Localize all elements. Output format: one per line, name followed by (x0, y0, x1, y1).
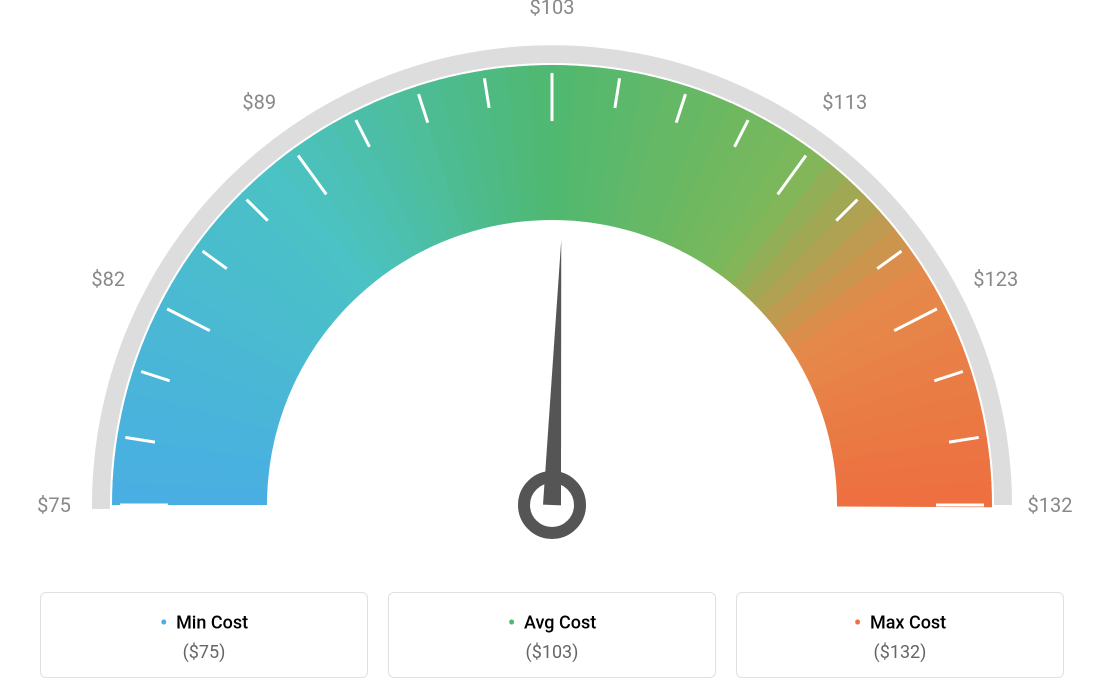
legend-avg-value: ($103) (401, 642, 703, 663)
bullet-icon: • (160, 611, 168, 636)
gauge-chart: $75 $82 $89 $103 $113 $123 $132 (0, 0, 1104, 560)
bullet-icon: • (854, 611, 862, 636)
gauge-tick-label: $123 (973, 267, 1018, 291)
gauge-tick-label: $132 (1028, 493, 1073, 517)
legend-avg-text: Avg Cost (524, 612, 596, 633)
legend-min-value: ($75) (53, 642, 355, 663)
gauge-tick-label: $82 (91, 267, 125, 291)
legend-min-card: • Min Cost ($75) (40, 592, 368, 678)
gauge-tick-label: $113 (822, 90, 867, 114)
legend-max-text: Max Cost (870, 612, 946, 633)
gauge-svg (0, 0, 1104, 560)
gauge-tick-label: $75 (37, 493, 71, 517)
gauge-tick-label: $103 (530, 0, 575, 19)
legend-avg-card: • Avg Cost ($103) (388, 592, 716, 678)
legend-max-label: • Max Cost (749, 611, 1051, 636)
legend-avg-label: • Avg Cost (401, 611, 703, 636)
legend-row: • Min Cost ($75) • Avg Cost ($103) • Max… (40, 592, 1064, 678)
legend-min-label: • Min Cost (53, 611, 355, 636)
gauge-tick-label: $89 (242, 90, 276, 114)
bullet-icon: • (508, 611, 516, 636)
legend-max-card: • Max Cost ($132) (736, 592, 1064, 678)
legend-min-text: Min Cost (176, 612, 248, 633)
legend-max-value: ($132) (749, 642, 1051, 663)
